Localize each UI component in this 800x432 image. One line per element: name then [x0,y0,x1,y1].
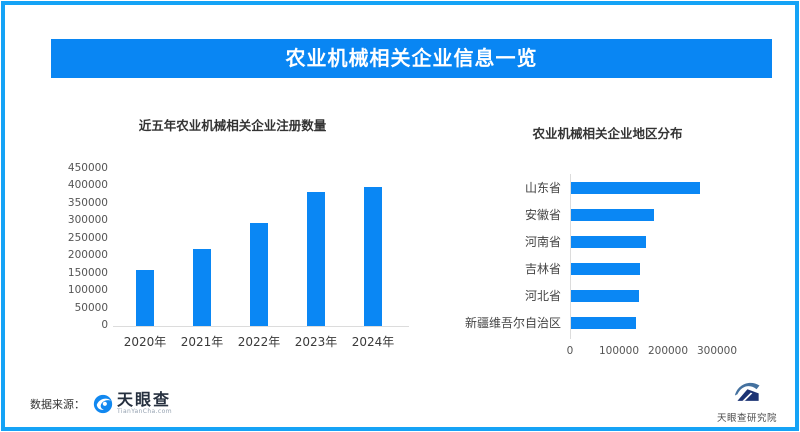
regions-plot-area: 山东省安徽省河南省吉林省河北省新疆维吾尔自治区 0 100000 200000 3000… [435,111,780,367]
y-tick-label: 200000 [67,249,108,261]
bar-河南省 [571,236,647,248]
category-label: 2023年 [294,335,338,349]
registrations-chart: 近五年农业机械相关企业注册数量 0 50000 100000 150000 200000… [45,111,420,363]
institute-name: 天眼查研究院 [716,413,777,424]
data-source-label: 数据来源： [30,397,85,411]
bar-安徽省 [571,209,655,221]
regions-chart-title: 农业机械相关企业地区分布 [532,126,683,141]
institute-logo: 天眼查研究院 [708,378,786,424]
category-label: 山东省 [524,181,561,195]
category-label: 2024年 [351,335,395,349]
y-tick-label: 50000 [74,301,108,314]
bar-2023年 [307,192,325,326]
category-label: 吉林省 [524,262,561,276]
bar-2021年 [193,249,211,326]
bar-山东省 [571,182,700,194]
category-label: 河南省 [524,235,561,249]
y-tick-label: 450000 [67,161,108,174]
regions-chart: 农业机械相关企业地区分布 山东省安徽省河南省吉林省河北省新疆维吾尔自治区 0 100… [435,111,780,367]
bar-2020年 [136,270,154,326]
category-label: 新疆维吾尔自治区 [464,316,561,330]
y-axis-line [570,174,571,339]
x-tick-label: 300000 [696,345,738,357]
y-tick-label: 250000 [67,231,108,244]
page-title: 农业机械相关企业信息一览 [51,39,772,78]
mountain-swoosh-icon [734,382,760,401]
bar-2022年 [250,222,268,326]
category-label: 2020年 [123,335,167,349]
data-source: 数据来源： 天眼查 TianYanCha.com [30,392,172,415]
category-label: 2022年 [237,335,281,349]
registrations-chart-title: 近五年农业机械相关企业注册数量 [138,118,327,133]
x-axis-line [113,326,409,327]
registrations-plot-area: 0 50000 100000 150000 200000 250000 300000 3500… [45,111,420,363]
category-label: 河北省 [524,289,561,303]
bar-新疆维吾尔自治区 [571,317,637,329]
bar-河北省 [571,290,639,302]
category-label: 安徽省 [524,208,561,222]
y-tick-label: 0 [101,319,108,331]
x-tick-label: 100000 [598,345,640,357]
x-tick-label: 200000 [647,345,689,357]
category-label: 2021年 [180,335,224,349]
tianyancha-logo: 天眼查 TianYanCha.com [93,392,172,415]
tianyancha-domain: TianYanCha.com [117,408,172,415]
y-tick-label: 400000 [67,179,108,191]
y-tick-label: 150000 [67,266,108,279]
y-tick-label: 300000 [67,214,108,226]
tianyancha-name: 天眼查 [117,390,172,409]
tianyancha-eye-icon [93,394,113,413]
y-tick-label: 100000 [67,284,108,296]
x-tick-label: 0 [566,345,574,357]
bar-吉林省 [571,263,640,275]
bar-2024年 [364,187,382,326]
y-tick-label: 350000 [67,196,108,209]
tianyancha-wordmark: 天眼查 TianYanCha.com [117,392,172,415]
